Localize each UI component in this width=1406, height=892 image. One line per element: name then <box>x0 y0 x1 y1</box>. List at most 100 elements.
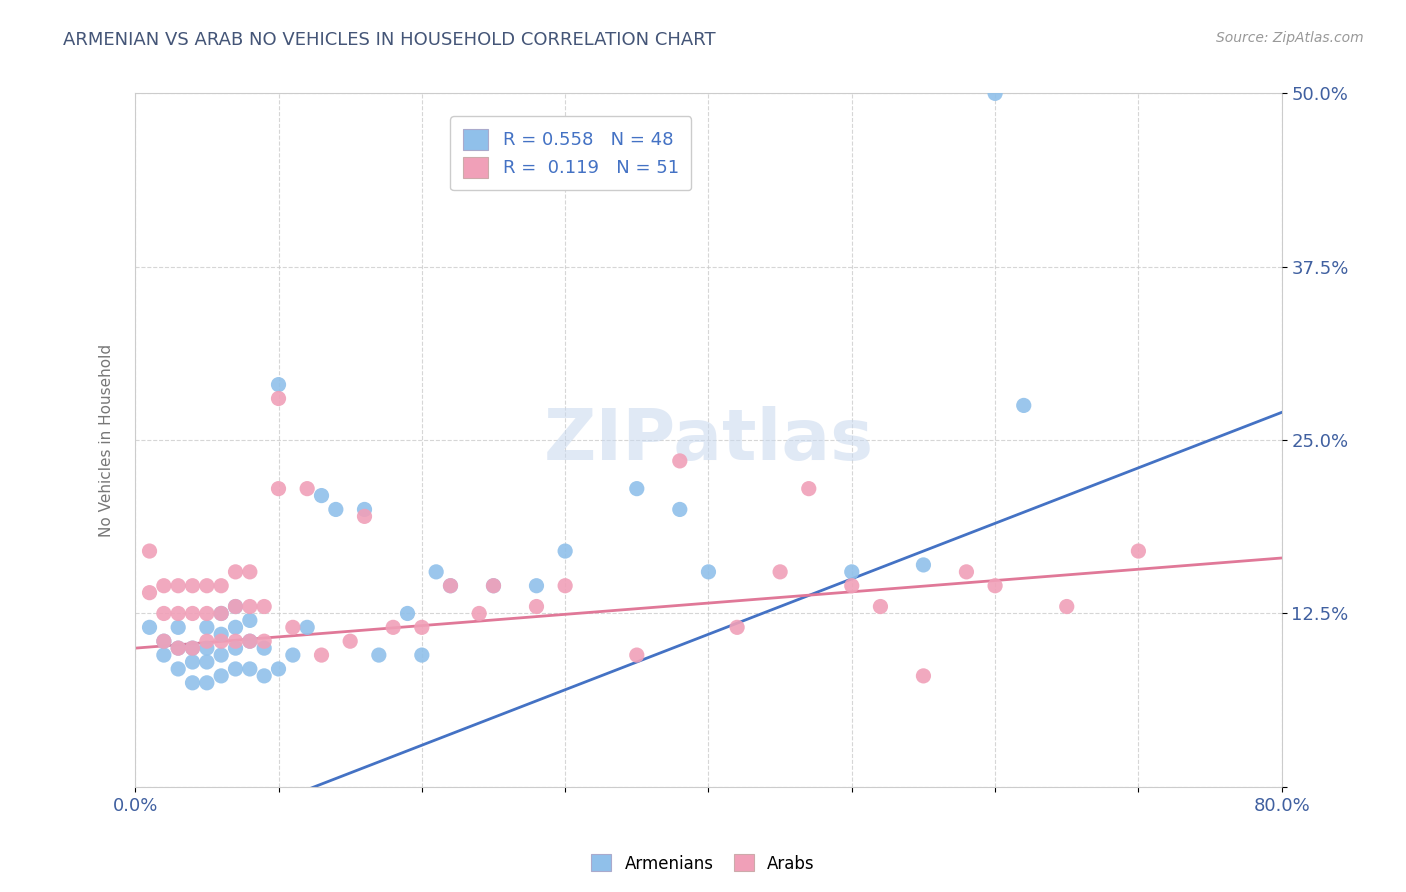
Point <box>239 634 262 648</box>
Point <box>267 377 290 392</box>
Point <box>339 634 361 648</box>
Point <box>1056 599 1078 614</box>
Point <box>195 634 218 648</box>
Point <box>281 648 304 662</box>
Point <box>311 489 333 503</box>
Point <box>195 579 218 593</box>
Point <box>153 634 176 648</box>
Point <box>138 585 160 599</box>
Point <box>181 655 204 669</box>
Point <box>225 565 247 579</box>
Point <box>167 641 190 656</box>
Point <box>181 675 204 690</box>
Point <box>281 620 304 634</box>
Point <box>267 392 290 406</box>
Point <box>439 579 461 593</box>
Point <box>153 634 176 648</box>
Point <box>153 648 176 662</box>
Point <box>195 655 218 669</box>
Point <box>253 599 276 614</box>
Point <box>153 607 176 621</box>
Point <box>526 579 548 593</box>
Point <box>209 669 232 683</box>
Point <box>482 579 505 593</box>
Point <box>239 614 262 628</box>
Point <box>209 607 232 621</box>
Point <box>225 641 247 656</box>
Point <box>554 544 576 558</box>
Point <box>912 669 935 683</box>
Point <box>225 634 247 648</box>
Point <box>955 565 977 579</box>
Point <box>396 607 419 621</box>
Legend: Armenians, Arabs: Armenians, Arabs <box>585 847 821 880</box>
Point <box>1012 399 1035 413</box>
Point <box>367 648 389 662</box>
Point <box>167 662 190 676</box>
Point <box>626 482 648 496</box>
Point <box>209 648 232 662</box>
Point <box>181 641 204 656</box>
Point <box>353 509 375 524</box>
Point <box>239 634 262 648</box>
Point <box>225 599 247 614</box>
Point <box>253 634 276 648</box>
Point <box>668 454 690 468</box>
Point <box>167 579 190 593</box>
Legend: R = 0.558   N = 48, R =  0.119   N = 51: R = 0.558 N = 48, R = 0.119 N = 51 <box>450 116 692 191</box>
Point <box>138 620 160 634</box>
Point <box>195 607 218 621</box>
Point <box>1128 544 1150 558</box>
Point <box>295 620 318 634</box>
Point <box>325 502 347 516</box>
Point <box>225 662 247 676</box>
Text: Source: ZipAtlas.com: Source: ZipAtlas.com <box>1216 31 1364 45</box>
Point <box>311 648 333 662</box>
Point <box>239 565 262 579</box>
Point <box>468 607 491 621</box>
Point <box>153 579 176 593</box>
Point <box>769 565 792 579</box>
Point <box>526 599 548 614</box>
Point <box>167 620 190 634</box>
Point <box>626 648 648 662</box>
Point <box>668 502 690 516</box>
Point <box>181 579 204 593</box>
Point <box>382 620 405 634</box>
Point <box>209 634 232 648</box>
Point <box>253 669 276 683</box>
Point <box>225 620 247 634</box>
Point <box>138 544 160 558</box>
Text: ARMENIAN VS ARAB NO VEHICLES IN HOUSEHOLD CORRELATION CHART: ARMENIAN VS ARAB NO VEHICLES IN HOUSEHOL… <box>63 31 716 49</box>
Point <box>209 607 232 621</box>
Text: ZIPatlas: ZIPatlas <box>543 406 873 475</box>
Point <box>267 482 290 496</box>
Point <box>912 558 935 572</box>
Point <box>181 607 204 621</box>
Point <box>869 599 891 614</box>
Point <box>984 579 1007 593</box>
Point <box>725 620 748 634</box>
Point <box>195 620 218 634</box>
Point <box>554 579 576 593</box>
Point <box>195 675 218 690</box>
Point <box>353 502 375 516</box>
Point <box>267 662 290 676</box>
Point <box>253 641 276 656</box>
Point <box>209 579 232 593</box>
Point <box>295 482 318 496</box>
Point <box>239 599 262 614</box>
Point <box>167 641 190 656</box>
Point <box>411 620 433 634</box>
Point <box>181 641 204 656</box>
Y-axis label: No Vehicles in Household: No Vehicles in Household <box>100 343 114 537</box>
Point <box>411 648 433 662</box>
Point <box>225 599 247 614</box>
Point <box>209 627 232 641</box>
Point <box>482 579 505 593</box>
Point <box>195 641 218 656</box>
Point <box>984 87 1007 101</box>
Point <box>425 565 447 579</box>
Point <box>841 565 863 579</box>
Point <box>697 565 720 579</box>
